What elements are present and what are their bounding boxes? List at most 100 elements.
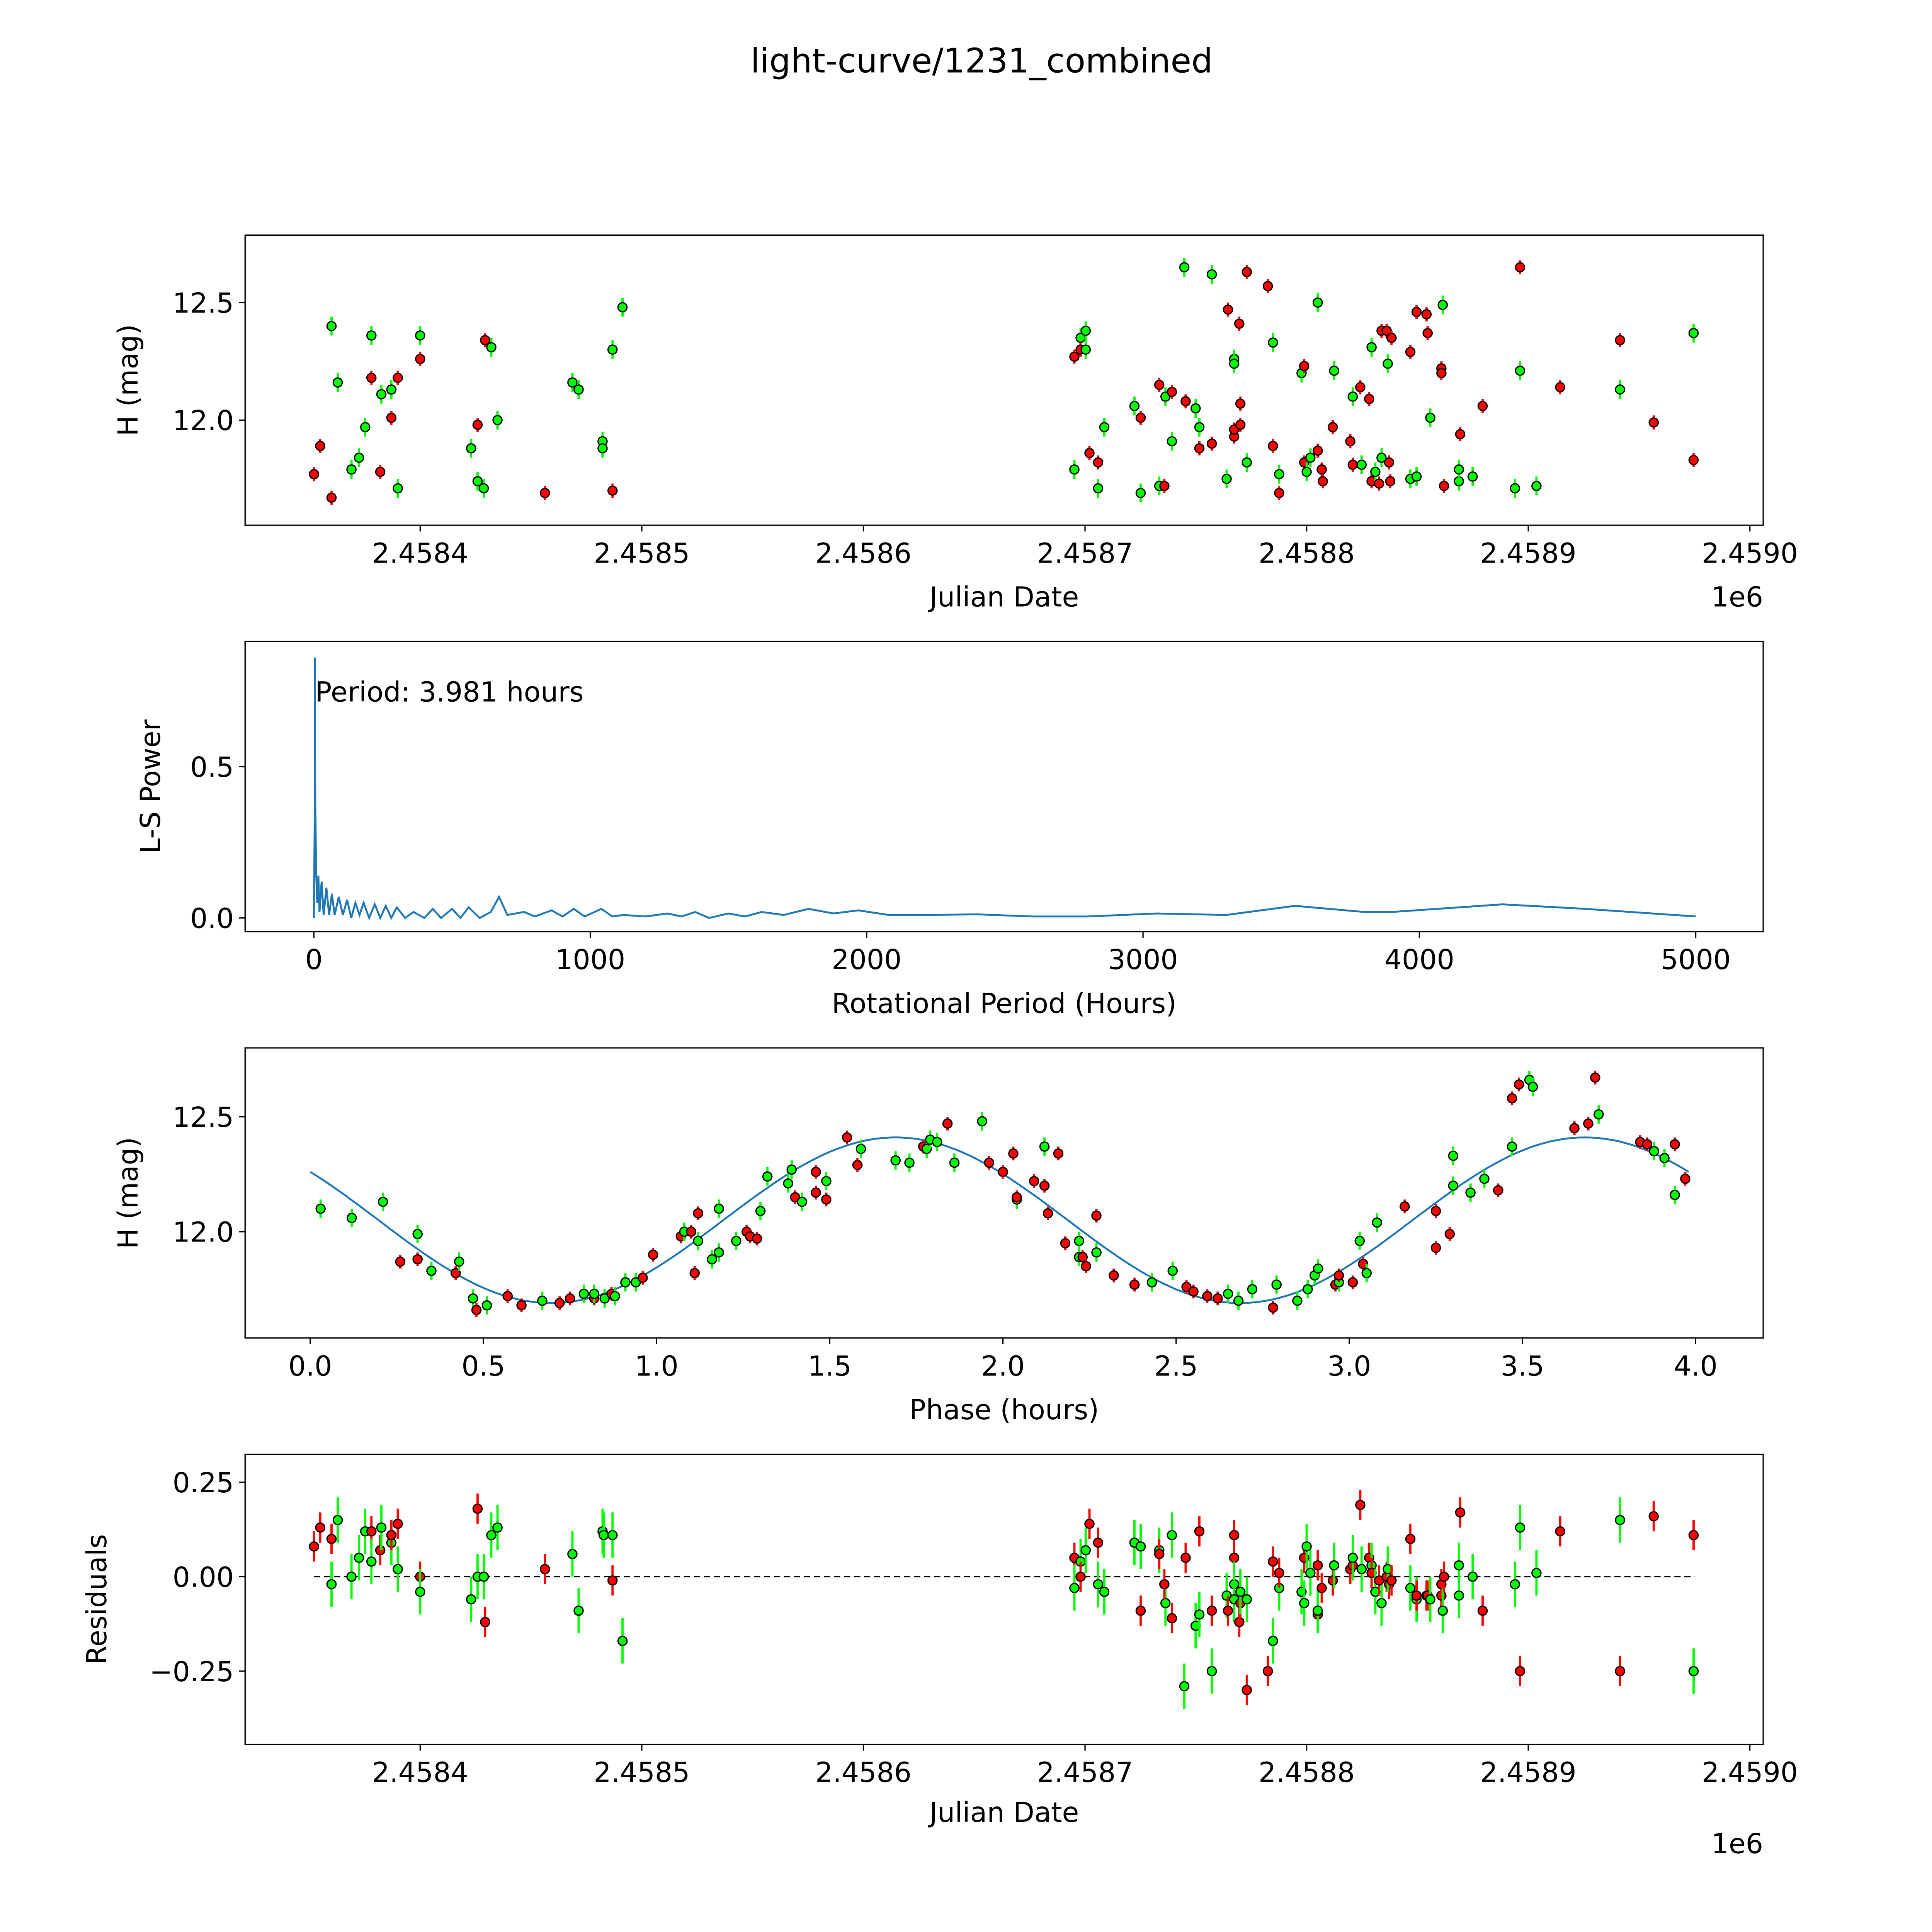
data-point-green [1091,1247,1102,1258]
data-point-green [1242,457,1252,468]
data-point-green [1405,1583,1416,1594]
data-point-red [1405,347,1416,357]
data-point-red [1316,464,1327,475]
x-offset-label: 1e6 [1711,1828,1763,1860]
data-point-red [1615,1666,1625,1677]
data-point-red [811,1187,821,1198]
data-point-red [1167,386,1177,397]
data-point-red [638,1272,648,1283]
data-point-green [1531,481,1542,491]
data-point-green [472,476,483,486]
data-point-green [1039,1141,1050,1152]
data-point-green [1313,297,1323,308]
data-point-red [752,1233,762,1244]
data-point-red [852,1160,863,1170]
data-point-green [1274,469,1284,480]
x-axis-label: Phase (hours) [909,1394,1099,1426]
data-point-red [1422,328,1433,338]
x-tick-label: 0.5 [461,1350,505,1382]
data-point-green [1099,1587,1110,1597]
data-point-red [1430,1243,1441,1253]
data-point-red [1386,333,1397,343]
data-point-red [1477,401,1488,412]
data-point-red [1235,420,1246,430]
data-point-green [415,330,425,341]
data-point-green [1069,1583,1080,1594]
y-axis-label: H (mag) [112,1137,144,1249]
data-point-green [1688,1666,1699,1677]
x-tick-label: 2.4588 [1259,1757,1355,1789]
data-point-green [1454,464,1464,475]
y-axis-label: H (mag) [112,324,144,436]
data-point-red [1135,1605,1146,1616]
data-point-red [1129,1279,1140,1290]
data-point-green [1376,452,1387,463]
data-point-green [1206,1666,1217,1677]
data-point-red [1268,1556,1278,1567]
data-point-green [762,1171,773,1182]
data-point-red [309,1541,319,1552]
data-point-green [346,1571,357,1582]
figure: light-curve/1231_combined Julian Date H … [81,41,1798,1860]
data-point-red [1386,1575,1397,1586]
data-point-red [1355,1500,1366,1510]
data-point-green [797,1197,807,1207]
data-point-green [1437,299,1448,310]
data-point-green [1376,1598,1387,1609]
data-point-red [1569,1123,1580,1134]
data-point-green [589,1289,600,1299]
data-point-red [1385,476,1396,486]
data-point-green [1467,471,1478,482]
data-point-green [415,1587,425,1597]
data-point-green [977,1116,988,1127]
data-point-green [1194,422,1205,432]
data-point-red [1642,1139,1653,1150]
data-point-green [466,1594,476,1605]
data-point-green [1594,1109,1604,1120]
data-point-red [1202,1291,1213,1301]
data-point-green [1313,1605,1323,1616]
data-point-red [1347,459,1358,470]
data-point-red [1347,1277,1358,1287]
data-point-red [1159,1579,1170,1590]
x-tick-label: 2000 [832,944,901,976]
data-point-green [617,302,628,313]
data-point-green [1531,1568,1542,1578]
data-point-red [686,1226,697,1237]
data-point-red [1688,1530,1699,1541]
data-point-green [1247,1284,1258,1294]
data-point-red [1430,1206,1441,1216]
data-point-red [1333,1270,1344,1281]
data-point-green [1167,436,1177,447]
data-point-green [354,452,364,463]
x-tick-label: 0.0 [288,1350,332,1382]
data-point-red [1206,438,1217,449]
data-point-red [1439,481,1449,491]
data-point-green [1223,1289,1233,1299]
data-point-red [1670,1139,1680,1150]
data-point-red [648,1249,658,1260]
data-point-green [617,1636,628,1646]
data-point-green [1515,366,1526,376]
data-point-green [478,1571,489,1582]
x-tick-label: 2.4587 [1037,537,1133,569]
data-point-green [1235,1587,1246,1597]
data-point-green [1670,1190,1680,1200]
data-point-green [567,1549,578,1560]
data-point-red [472,420,483,430]
data-point-green [610,1291,620,1301]
data-point-green [1507,1141,1517,1152]
data-point-green [1167,1265,1178,1276]
data-point-red [984,1157,994,1168]
data-point-red [1223,1605,1233,1616]
data-point-green [1146,1277,1157,1287]
data-point-red [1093,457,1104,468]
data-point-green [481,1300,492,1311]
data-point-green [1135,1541,1146,1552]
panel-phase-folded: Phase (hours) H (mag) 0.0 0.5 1.0 1.5 2.0 2.5… [112,1047,1764,1426]
data-point-red [998,1167,1008,1177]
x-tick-label: 4000 [1384,944,1454,976]
x-tick-label: 2.4585 [594,537,690,569]
y-axis-label: L-S Power [134,719,167,854]
data-point-green [1313,1263,1323,1274]
